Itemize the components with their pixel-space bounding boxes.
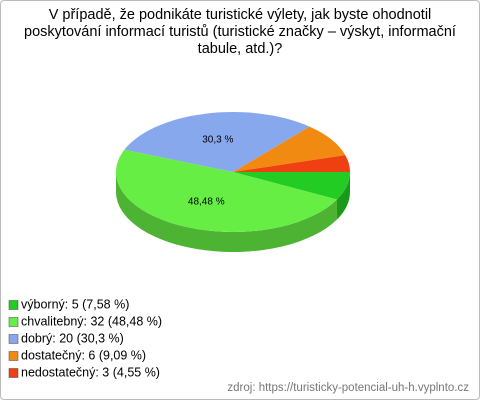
slice (233, 126, 346, 172)
legend-swatch (8, 334, 19, 344)
legend-swatch (8, 300, 19, 310)
slice-side (116, 172, 337, 253)
legend-swatch (8, 368, 19, 378)
source: zdroj: https://turisticky-potencial-uh-h… (227, 382, 469, 394)
legend-label: dobrý: 20 (30,3 %) (21, 331, 124, 345)
slice (124, 112, 310, 172)
legend-label: výborný: 5 (7,58 %) (21, 297, 129, 311)
legend-swatch (8, 317, 19, 327)
slice (233, 155, 350, 172)
data-label: 48,48 % (188, 197, 225, 208)
slice-side (336, 172, 350, 220)
chart-title: V případě, že podnikáte turistické výlet… (24, 7, 456, 57)
slice (233, 172, 350, 200)
legend-label: dostatečný: 6 (9,09 %) (21, 348, 146, 362)
legend-label: nedostatečný: 3 (4,55 %) (21, 365, 160, 379)
slice (115, 149, 337, 233)
legend-label: chvalitebný: 32 (48,48 %) (21, 314, 162, 328)
legend-swatch (8, 351, 19, 361)
data-label: 30,3 % (202, 135, 233, 146)
